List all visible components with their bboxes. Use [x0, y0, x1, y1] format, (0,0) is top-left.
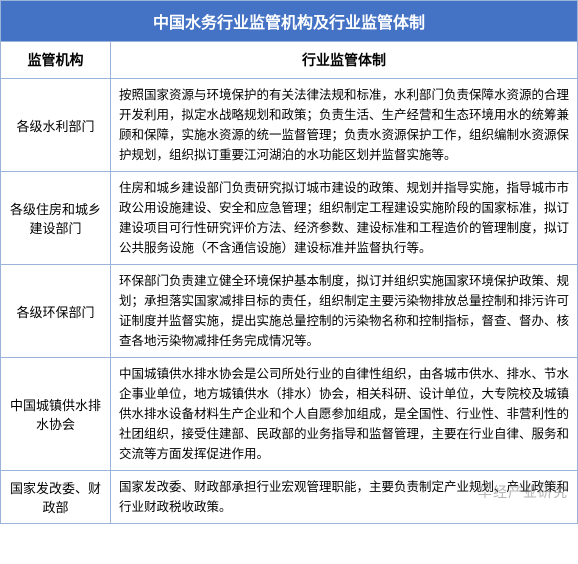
table-row: 各级住房和城乡建设部门 住房和城乡建设部门负责研究拟订城市建设的政策、规划并指导… [1, 172, 578, 265]
desc-cell: 国家发改委、财政部承担行业宏观管理职能，主要负责制定产业规划、产业政策和行业财政… [111, 471, 578, 524]
table-row: 各级水利部门 按照国家资源与环境保护的有关法律法规和标准，水利部门负责保障水资源… [1, 79, 578, 172]
col-header-org: 监管机构 [1, 42, 111, 79]
org-cell: 各级水利部门 [1, 79, 111, 172]
title-row: 中国水务行业监管机构及行业监管体制 [1, 1, 578, 42]
regulation-table: 中国水务行业监管机构及行业监管体制 监管机构 行业监管体制 各级水利部门 按照国… [0, 0, 578, 524]
desc-cell: 中国城镇供水排水协会是公司所处行业的自律性组织，由各城市供水、排水、节水企事业单… [111, 358, 578, 471]
org-cell: 国家发改委、财政部 [1, 471, 111, 524]
header-row: 监管机构 行业监管体制 [1, 42, 578, 79]
org-cell: 各级住房和城乡建设部门 [1, 172, 111, 265]
org-cell: 各级环保部门 [1, 265, 111, 358]
table-title: 中国水务行业监管机构及行业监管体制 [1, 1, 578, 42]
desc-cell: 住房和城乡建设部门负责研究拟订城市建设的政策、规划并指导实施，指导城市市政公用设… [111, 172, 578, 265]
org-cell: 中国城镇供水排水协会 [1, 358, 111, 471]
desc-cell: 按照国家资源与环境保护的有关法律法规和标准，水利部门负责保障水资源的合理开发利用… [111, 79, 578, 172]
table-row: 国家发改委、财政部 国家发改委、财政部承担行业宏观管理职能，主要负责制定产业规划… [1, 471, 578, 524]
desc-cell: 环保部门负责建立健全环境保护基本制度，拟订并组织实施国家环境保护政策、规划；承担… [111, 265, 578, 358]
col-header-desc: 行业监管体制 [111, 42, 578, 79]
table-row: 各级环保部门 环保部门负责建立健全环境保护基本制度，拟订并组织实施国家环境保护政… [1, 265, 578, 358]
table-row: 中国城镇供水排水协会 中国城镇供水排水协会是公司所处行业的自律性组织，由各城市供… [1, 358, 578, 471]
